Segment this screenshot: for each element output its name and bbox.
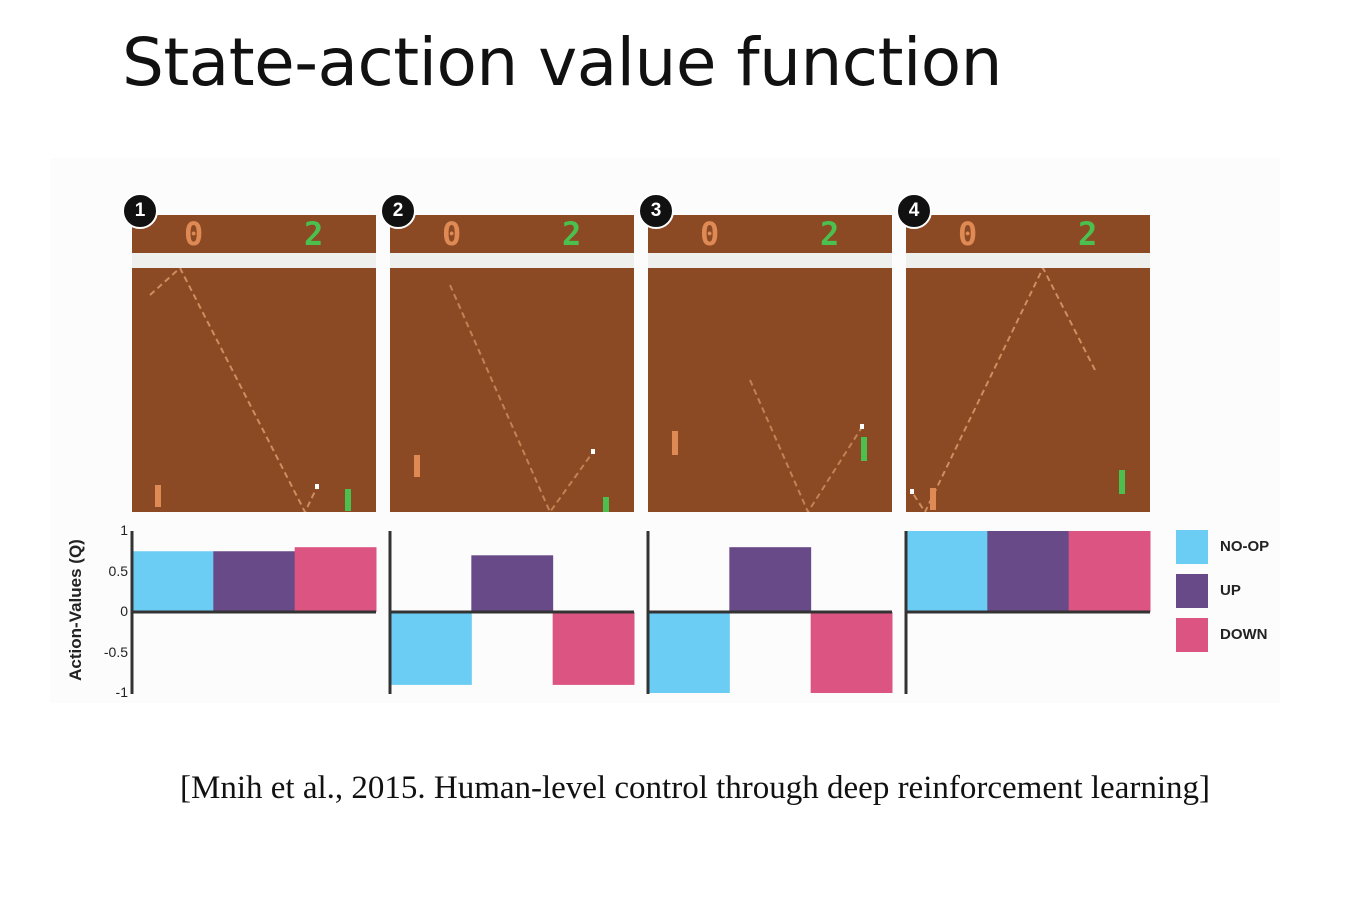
ball [315, 484, 319, 489]
scorebar: 0 2 [648, 215, 892, 253]
legend-swatch [1176, 530, 1208, 564]
game-frame-4: 0 2 4 [896, 193, 1150, 512]
y-axis-label: Action-Values (Q) [66, 539, 85, 681]
bar-down-4 [1068, 531, 1151, 612]
left-paddle [672, 431, 678, 455]
bar-no-op-1 [132, 551, 214, 612]
bar-down-3 [810, 612, 893, 693]
score-right: 2 [1078, 215, 1098, 253]
ball [860, 424, 864, 429]
top-wall [390, 253, 634, 268]
frame-number-badge: 4 [896, 193, 932, 229]
game-frame-2: 0 2 2 [380, 193, 634, 512]
scorebar: 0 2 [390, 215, 634, 253]
bar-up-4 [987, 531, 1070, 612]
right-paddle [345, 489, 351, 511]
bar-no-op-2 [390, 612, 472, 685]
playfield [132, 268, 376, 512]
score-right: 2 [820, 215, 840, 253]
left-paddle [414, 455, 420, 477]
bar-no-op-3 [648, 612, 730, 693]
score-left: 0 [700, 215, 720, 253]
bar-up-3 [729, 547, 812, 612]
legend-label: UP [1220, 582, 1241, 599]
score-right: 2 [304, 215, 324, 253]
bar-up-2 [471, 555, 554, 612]
ball [910, 489, 914, 494]
game-frame-3: 0 2 3 [638, 193, 892, 512]
citation: [Mnih et al., 2015. Human-level control … [180, 770, 1210, 806]
score-left: 0 [442, 215, 462, 253]
ball-trajectory [414, 284, 609, 512]
frame-number-badge: 1 [122, 193, 158, 229]
y-tick-label: -0.5 [103, 643, 128, 660]
y-tick-label: -1 [115, 684, 128, 700]
playfield [390, 268, 634, 512]
right-paddle [861, 437, 867, 461]
top-wall [132, 253, 376, 268]
score-right: 2 [562, 215, 582, 253]
scorebar: 0 2 [132, 215, 376, 253]
left-paddle [155, 485, 161, 507]
playfield [648, 268, 892, 512]
y-tick-label: 0 [120, 603, 128, 619]
score-left: 0 [958, 215, 978, 253]
right-paddle [603, 497, 609, 512]
top-wall [648, 253, 892, 268]
scorebar: 0 2 [906, 215, 1150, 253]
legend-label: DOWN [1220, 626, 1268, 643]
ball-trajectory [672, 379, 867, 512]
game-frame-1: 0 2 1 [122, 193, 376, 512]
ball-trajectory [910, 268, 1125, 512]
frame-number-badge: 3 [638, 193, 674, 229]
frame-number-badge: 2 [380, 193, 416, 229]
score-left: 0 [184, 215, 204, 253]
right-paddle [1119, 470, 1125, 494]
bar-down-2 [552, 612, 635, 685]
legend-label: NO-OP [1220, 538, 1270, 555]
bar-down-1 [294, 547, 377, 612]
ball [591, 449, 595, 454]
legend-swatch [1176, 618, 1208, 652]
y-tick-label: 1 [120, 522, 128, 538]
bar-up-1 [213, 551, 296, 612]
playfield [906, 268, 1150, 512]
slide-title: State-action value function [122, 24, 1003, 101]
left-paddle [930, 488, 936, 510]
y-tick-label: 0.5 [108, 562, 128, 579]
top-wall [906, 253, 1150, 268]
ball-trajectory [149, 268, 351, 512]
legend-swatch [1176, 574, 1208, 608]
bar-no-op-4 [906, 531, 988, 612]
